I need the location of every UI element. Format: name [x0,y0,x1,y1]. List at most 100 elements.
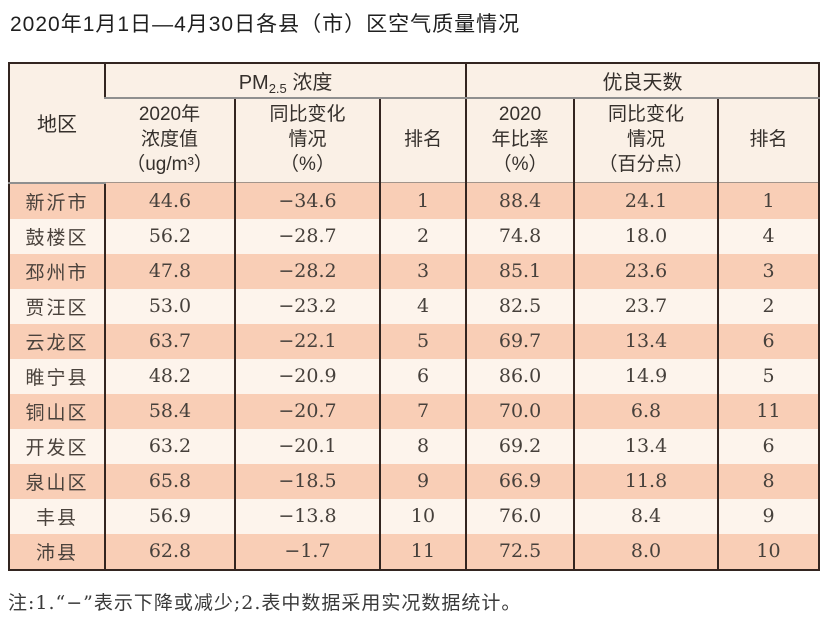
region-cell: 铜山区 [9,393,105,429]
good-change-header: 同比变化 情况 （百分点） [573,98,719,183]
pm-change-cell: −23.2 [234,288,380,324]
pm-value-cell: 44.6 [104,182,235,219]
good-rank-cell: 1 [717,182,820,219]
good-ratio-cell: 74.8 [465,218,575,254]
region-cell: 鼓楼区 [9,218,105,254]
good-change-cell: 24.1 [573,182,719,219]
footnote-text: 注:1.“−”表示下降或减少;2.表中数据采用实况数据统计。 [8,592,522,614]
pm-rank-cell: 10 [378,498,467,534]
pm-change-cell: −20.1 [234,428,380,464]
region-cell: 沛县 [9,533,105,570]
pm-value-header: 2020年 浓度值 （ug/m³） [105,98,235,183]
table-row: 丰县 56.9 −13.8 10 76.0 8.4 9 [9,498,820,534]
good-ratio-cell: 88.4 [465,182,575,219]
good-ratio-cell: 69.7 [465,323,575,359]
pm-value-cell: 58.4 [104,393,235,429]
good-ratio-cell: 66.9 [465,463,575,499]
good-rank-cell: 9 [717,498,820,534]
pm25-label-subscript: 2.5 [268,80,287,96]
pm-rank-cell: 4 [378,288,467,324]
region-cell: 开发区 [9,428,105,464]
table-row: 沛县 62.8 −1.7 11 72.5 8.0 10 [9,533,820,570]
good-rank-cell: 6 [717,428,820,464]
pm-value-cell: 62.8 [104,533,235,570]
table-row: 泉山区 65.8 −18.5 9 66.9 11.8 8 [9,463,820,499]
table-row: 云龙区 63.7 −22.1 5 69.7 13.4 6 [9,323,820,359]
good-change-cell: 8.0 [573,533,719,570]
table-body: 新沂市 44.6 −34.6 1 88.4 24.1 1 鼓楼区 56.2 −28.7 2 74.8 1… [9,182,820,570]
table-row: 新沂市 44.6 −34.6 1 88.4 24.1 1 [9,182,820,219]
pm-change-cell: −18.5 [234,463,380,499]
region-cell: 贾汪区 [9,288,105,324]
good-ratio-cell: 72.5 [465,533,575,570]
pm25-group-header: PM2.5 浓度 [103,63,467,99]
good-change-cell: 23.7 [573,288,719,324]
good-rank-cell: 8 [717,463,820,499]
good-change-cell: 18.0 [573,218,719,254]
good-change-cell: 6.8 [573,393,719,429]
good-rank-cell: 11 [717,393,820,429]
good-change-cell: 11.8 [573,463,719,499]
good-rank-cell: 5 [717,358,820,394]
region-cell: 新沂市 [9,182,105,219]
pm-rank-cell: 8 [378,428,467,464]
good-ratio-cell: 70.0 [465,393,575,429]
pm-value-cell: 65.8 [104,463,235,499]
region-cell: 泉山区 [9,463,105,499]
table-row: 鼓楼区 56.2 −28.7 2 74.8 18.0 4 [9,218,820,254]
good-days-group-header: 优良天数 [465,63,820,99]
pm25-label-prefix: PM [238,71,269,94]
pm-rank-cell: 2 [378,218,467,254]
pm-value-cell: 47.8 [104,253,235,289]
table-header: 地区 PM2.5 浓度 优良天数 2020年 浓度值 （ug/m³） 同比变化 … [9,63,820,184]
good-ratio-cell: 85.1 [465,253,575,289]
pm-value-cell: 53.0 [104,288,235,324]
table-row: 睢宁县 48.2 −20.9 6 86.0 14.9 5 [9,358,820,394]
pm-change-cell: −28.2 [234,253,380,289]
pm-change-cell: −22.1 [234,323,380,359]
good-ratio-cell: 69.2 [465,428,575,464]
good-ratio-cell: 82.5 [465,288,575,324]
good-rank-cell: 6 [717,323,820,359]
good-rank-header: 排名 [717,98,820,183]
good-ratio-header: 2020 年比率 （%） [465,98,575,183]
good-change-cell: 13.4 [573,323,719,359]
pm-change-cell: −28.7 [234,218,380,254]
good-ratio-cell: 86.0 [465,358,575,394]
pm-rank-cell: 5 [378,323,467,359]
sub-header-row: 2020年 浓度值 （ug/m³） 同比变化 情况 （%） 排名 2020 年比… [9,98,820,183]
good-change-cell: 14.9 [573,358,719,394]
pm-change-cell: −20.7 [234,393,380,429]
region-cell: 邳州市 [9,253,105,289]
pm-rank-header: 排名 [378,98,467,183]
region-column-header: 地区 [9,63,105,184]
pm-rank-cell: 3 [378,253,467,289]
pm-value-cell: 56.2 [104,218,235,254]
group-header-row: 地区 PM2.5 浓度 优良天数 [9,63,820,184]
pm-rank-cell: 9 [378,463,467,499]
good-rank-cell: 10 [717,533,820,570]
pm-change-header: 同比变化 情况 （%） [234,98,380,183]
region-cell: 丰县 [9,498,105,534]
air-quality-table: 地区 PM2.5 浓度 优良天数 2020年 浓度值 （ug/m³） 同比变化 … [8,62,821,571]
table-row: 铜山区 58.4 −20.7 7 70.0 6.8 11 [9,393,820,429]
pm-change-cell: −1.7 [234,533,380,570]
region-cell: 睢宁县 [9,358,105,394]
region-cell: 云龙区 [9,323,105,359]
good-ratio-cell: 76.0 [465,498,575,534]
table-row: 邳州市 47.8 −28.2 3 85.1 23.6 3 [9,253,820,289]
good-change-cell: 8.4 [573,498,719,534]
good-rank-cell: 2 [717,288,820,324]
good-change-cell: 13.4 [573,428,719,464]
pm-value-cell: 48.2 [104,358,235,394]
good-rank-cell: 4 [717,218,820,254]
pm-rank-cell: 11 [378,533,467,570]
pm-value-cell: 63.2 [104,428,235,464]
pm25-label-suffix: 浓度 [286,71,333,94]
pm-value-cell: 63.7 [104,323,235,359]
table-row: 开发区 63.2 −20.1 8 69.2 13.4 6 [9,428,820,464]
pm-change-cell: −34.6 [234,182,380,219]
pm-value-cell: 56.9 [104,498,235,534]
pm-change-cell: −13.8 [234,498,380,534]
